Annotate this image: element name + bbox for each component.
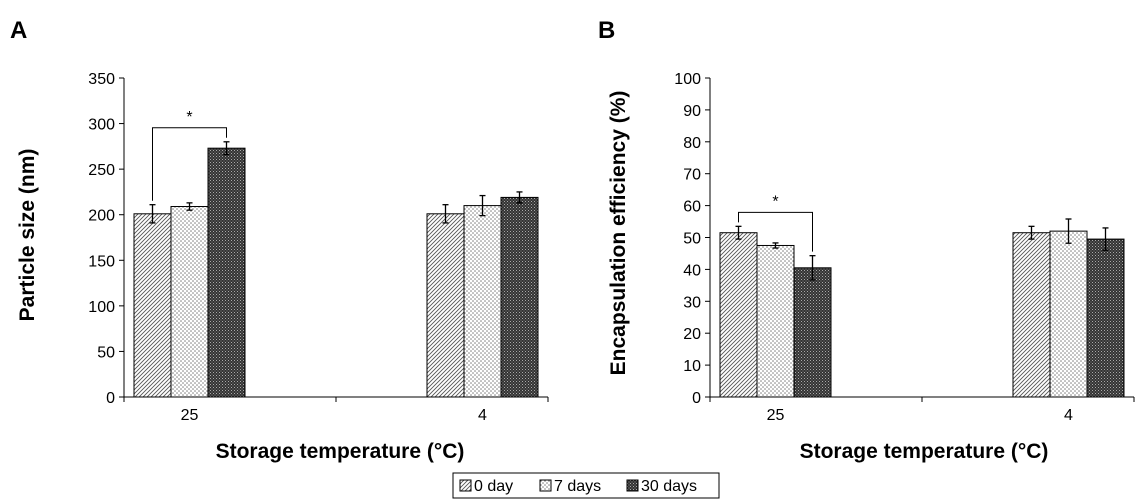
y-tick-label: 70 (683, 167, 701, 184)
bar-30-days-25 (207, 147, 246, 398)
y-tick-label: 100 (88, 299, 115, 316)
bar-0-day-4 (1012, 232, 1051, 398)
y-tick-label: 150 (88, 253, 115, 270)
bar-0-day-25 (133, 213, 172, 398)
panel-b: B 0 10 20 30 40 50 60 70 80 90 100 25 4 * Encapsulation… (598, 17, 1135, 463)
y-tick-label: 10 (683, 358, 701, 375)
legend-box (452, 472, 720, 499)
y-tick-label: 20 (683, 326, 701, 343)
y-tick-label: 0 (692, 390, 701, 407)
y-tick-label: 0 (106, 390, 115, 407)
y-tick-label: 80 (683, 135, 701, 152)
y-tick-label: 50 (683, 231, 701, 248)
y-tick-label: 30 (683, 294, 701, 311)
y-tick-label: 250 (88, 162, 115, 179)
y-axis-title: Particle size (nm) (16, 149, 39, 322)
significance-star: * (772, 193, 778, 210)
legend: 0 day 7 days 30 days (452, 472, 720, 499)
panel-a: A 0 50 100 150 200 250 300 350 25 4 * Particle size … (10, 17, 549, 463)
x-tick-label: 25 (767, 407, 785, 424)
legend-label: 0 day (474, 478, 513, 495)
bar-7-days-4 (463, 205, 502, 398)
y-axis-title: Encapsulation efficiency (%) (607, 91, 630, 376)
x-axis-title: Storage temperature (°C) (800, 440, 1049, 463)
y-tick-label: 40 (683, 262, 701, 279)
panel-letter: A (10, 17, 27, 44)
y-tick-label: 100 (674, 71, 701, 88)
bar-0-day-4 (426, 213, 465, 398)
legend-swatch-0-day (459, 479, 472, 492)
legend-swatch-7-days (539, 479, 552, 492)
y-tick-label: 60 (683, 199, 701, 216)
bar-7-days-25 (756, 244, 795, 398)
x-tick-label: 4 (1064, 407, 1073, 424)
bar-0-day-25 (719, 232, 758, 398)
y-tick-label: 300 (88, 117, 115, 134)
bar-7-days-25 (170, 206, 209, 398)
bar-7-days-4 (1049, 230, 1088, 398)
x-axis-title: Storage temperature (°C) (216, 440, 465, 463)
bar-30-days-4 (500, 196, 539, 398)
legend-label: 30 days (641, 478, 697, 495)
x-tick-label: 25 (181, 407, 199, 424)
significance-bracket (152, 127, 227, 201)
legend-swatch-30-days (626, 479, 639, 492)
y-tick-label: 90 (683, 103, 701, 120)
x-tick-label: 4 (478, 407, 487, 424)
significance-bracket (738, 211, 813, 252)
y-tick-label: 50 (97, 344, 115, 361)
legend-label: 7 days (554, 478, 601, 495)
significance-star: * (186, 109, 192, 126)
y-tick-label: 350 (88, 71, 115, 88)
y-tick-label: 200 (88, 208, 115, 225)
bar-30-days-4 (1086, 238, 1125, 398)
panel-letter: B (598, 17, 615, 44)
bar-30-days-25 (793, 267, 832, 398)
